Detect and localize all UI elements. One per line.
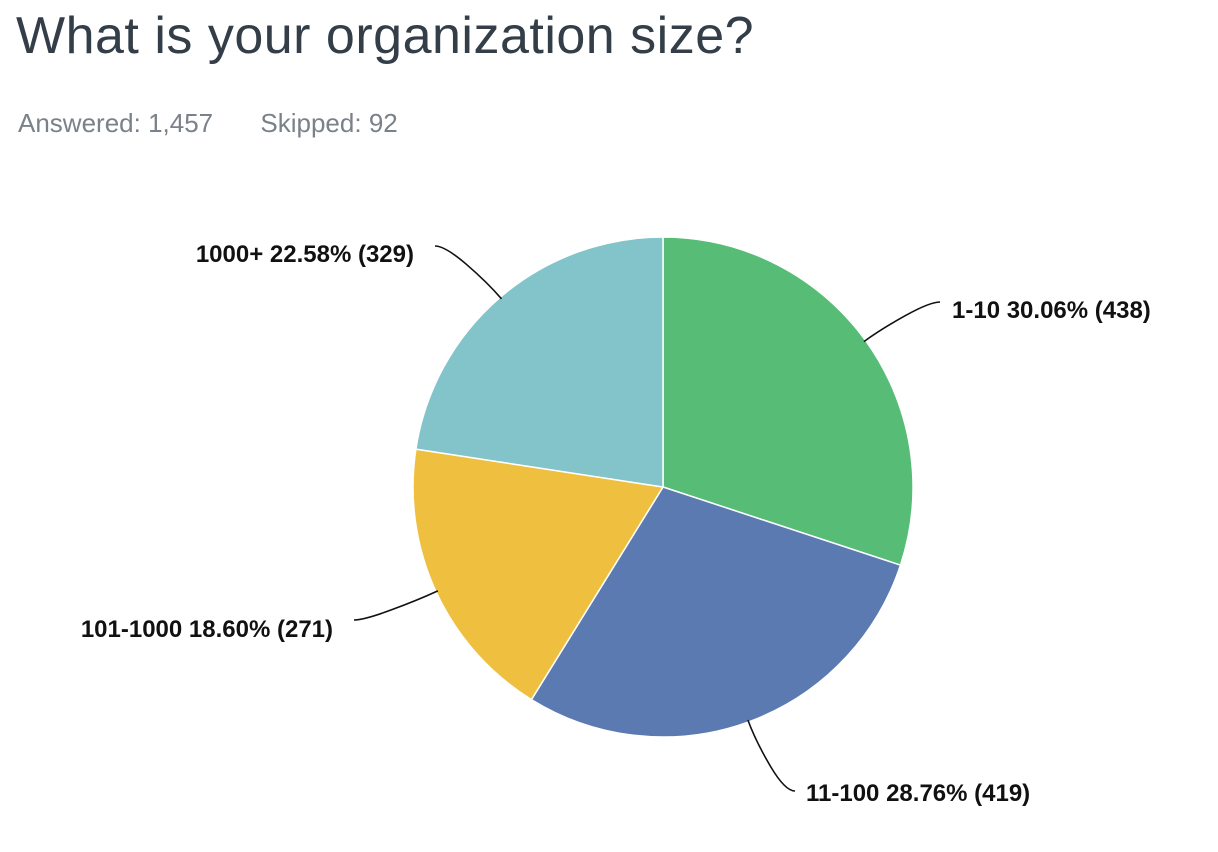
slice-label: 11-100 28.76% (419) [806, 780, 1030, 807]
leader-line [434, 245, 503, 300]
leader-line [747, 719, 796, 792]
skipped-count: 92 [368, 108, 398, 138]
skipped-label: Skipped: [260, 108, 362, 138]
leader-line [863, 301, 941, 343]
pie-slice-1000plus[interactable] [415, 236, 664, 488]
slice-label: 101-1000 18.60% (271) [81, 616, 333, 643]
slice-label: 1000+ 22.58% (329) [196, 241, 414, 268]
slice-label: 1-10 30.06% (438) [952, 297, 1151, 324]
leader-line [353, 590, 439, 621]
answered-stat: Answered: 1,457 [18, 108, 213, 139]
slice-labels: 1-10 30.06% (438) 11-100 28.76% (419) 101-… [81, 241, 1151, 807]
answered-label: Answered: [18, 108, 141, 138]
question-title: What is your organization size? [16, 7, 755, 65]
skipped-stat: Skipped: 92 [260, 108, 397, 139]
response-stats: Answered: 1,457 Skipped: 92 [18, 108, 398, 139]
answered-count: 1,457 [148, 108, 214, 138]
